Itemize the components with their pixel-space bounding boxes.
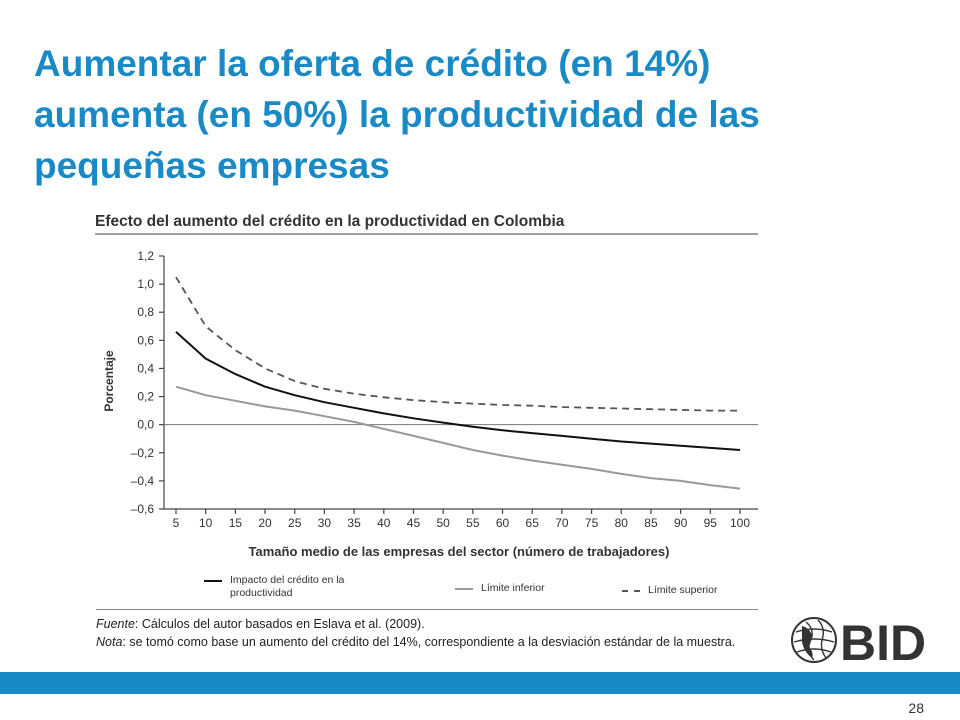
chart-notes: Fuente: Cálculos del autor basados en Es…	[96, 615, 776, 651]
x-tick-label: 30	[318, 516, 332, 530]
series-line-limite-superior	[175, 276, 740, 412]
legend-swatch-limite-superior	[622, 590, 640, 592]
notes-divider	[96, 609, 758, 610]
source-text: : Cálculos del autor basados en Eslava e…	[134, 617, 425, 631]
y-tick-label: 1,0	[137, 277, 154, 291]
page-number: 28	[908, 700, 924, 716]
x-tick-label: 45	[407, 516, 421, 530]
note-label: Nota	[96, 635, 123, 649]
chart: Efecto del aumento del crédito en la pro…	[95, 213, 758, 559]
slide-title-line-3: pequeñas empresas	[34, 145, 390, 186]
x-tick-label: 65	[526, 516, 540, 530]
y-tick-label: –0,2	[131, 446, 155, 460]
x-tick-label: 35	[347, 516, 361, 530]
x-tick-label: 5	[173, 516, 180, 530]
note-text: : se tomó como base un aumento del crédi…	[122, 635, 736, 649]
x-axis-label: Tamaño medio de las empresas del sector …	[249, 544, 670, 559]
y-tick-label: 0,8	[137, 305, 154, 319]
method-note: Nota: se tomó como base un aumento del c…	[96, 633, 776, 651]
x-tick-label: 80	[615, 516, 629, 530]
x-tick-label: 25	[288, 516, 302, 530]
slide-title: Aumentar la oferta de crédito (en 14%) a…	[34, 38, 914, 191]
legend-label-impacto: Impacto del crédito en la productividad	[230, 574, 345, 599]
x-tick-label: 75	[585, 516, 599, 530]
slide-title-line-2: aumenta (en 50%) la productividad de las	[34, 94, 760, 135]
x-tick-label: 90	[674, 516, 688, 530]
legend-label-limite-superior: Límite superior	[648, 584, 718, 596]
x-tick-label: 95	[704, 516, 718, 530]
legend-label-limite-inferior: Límite inferior	[481, 582, 545, 594]
source-label: Fuente	[96, 617, 135, 631]
y-tick-label: –0,6	[131, 502, 155, 516]
series-line-impacto	[175, 331, 741, 451]
x-tick-label: 15	[229, 516, 243, 530]
y-tick-label: 0,0	[137, 418, 154, 432]
x-tick-label: 60	[496, 516, 510, 530]
slide-title-line-1: Aumentar la oferta de crédito (en 14%)	[34, 43, 711, 84]
legend-swatch-impacto	[204, 580, 222, 582]
x-tick-label: 55	[466, 516, 480, 530]
y-tick-label: 1,2	[137, 249, 154, 263]
y-tick-label: –0,4	[131, 474, 155, 488]
x-tick-label: 100	[730, 516, 750, 530]
y-tick-label: 0,2	[137, 390, 154, 404]
bid-logo-text: BID	[840, 615, 926, 668]
x-tick-label: 40	[377, 516, 391, 530]
x-tick-label: 20	[258, 516, 272, 530]
x-tick-label: 50	[436, 516, 450, 530]
bid-logo: BID	[791, 615, 926, 668]
x-tick-label: 85	[644, 516, 658, 530]
legend-swatch-limite-inferior	[455, 588, 473, 590]
chart-title: Efecto del aumento del crédito en la pro…	[95, 213, 565, 230]
x-tick-label: 10	[199, 516, 213, 530]
source-note: Fuente: Cálculos del autor basados en Es…	[96, 615, 776, 633]
y-tick-label: 0,4	[137, 361, 154, 375]
legend-item-impacto: Impacto del crédito en la productividad	[204, 574, 385, 600]
bottom-accent-bar	[0, 672, 960, 694]
x-tick-label: 70	[555, 516, 569, 530]
series-line-limite-inferior	[175, 385, 741, 490]
y-tick-label: 0,6	[137, 333, 154, 347]
legend-item-limite-inferior: Límite inferior	[455, 582, 545, 595]
globe-icon	[791, 617, 837, 663]
legend-item-limite-superior: Límite superior	[622, 584, 717, 597]
y-axis-label: Porcentaje	[102, 350, 116, 412]
